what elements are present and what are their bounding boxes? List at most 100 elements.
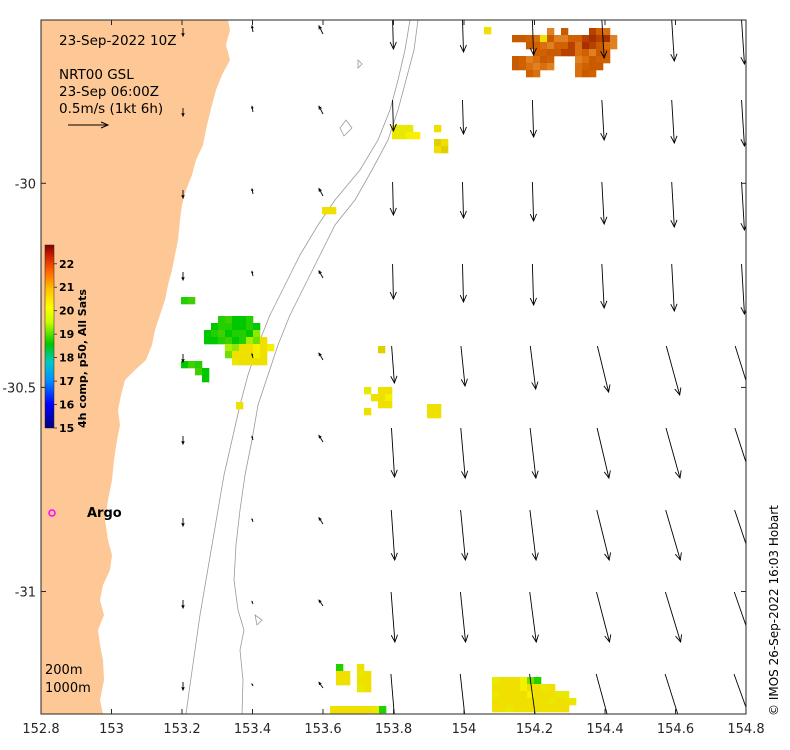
- sst-pixel: [513, 684, 521, 692]
- sst-pixel: [506, 698, 514, 706]
- x-axis: 152.8 153 153.2 153.4 153.6 153.8 154 154.2 154.…: [22, 20, 765, 737]
- sst-pixel: [204, 337, 212, 345]
- sst-pixel: [589, 49, 597, 57]
- current-vector: [595, 673, 608, 714]
- current-vector: [181, 108, 185, 118]
- y-tick-label: -30.5: [2, 381, 36, 396]
- sst-pixel: [358, 706, 366, 714]
- sst-pixel: [202, 368, 210, 376]
- x-tick-label: 153.6: [304, 722, 341, 737]
- sst-pixel: [441, 139, 449, 147]
- current-vector: [459, 591, 469, 644]
- sst-pixel: [232, 344, 240, 352]
- sst-pixel: [568, 49, 576, 57]
- sst-pixel: [533, 70, 541, 78]
- current-vector: [390, 509, 398, 562]
- sst-pixel: [499, 705, 507, 713]
- current-vector: [600, 181, 608, 226]
- sst-pixel: [260, 344, 268, 352]
- sst-pixel: [364, 671, 372, 679]
- colorbar-tick-label: 19: [59, 328, 74, 341]
- current-vector: [181, 682, 185, 692]
- current-vector: [596, 509, 612, 562]
- current-vector: [318, 105, 324, 115]
- current-vector: [459, 20, 467, 54]
- sst-pixel: [492, 698, 500, 706]
- current-vector: [665, 427, 682, 480]
- sst-pixel: [596, 56, 604, 64]
- sst-pixel: [253, 344, 261, 352]
- sst-pixel: [260, 337, 268, 345]
- sst-pixel: [569, 698, 577, 706]
- y-tick-label: -31: [15, 586, 36, 601]
- current-vectors: [181, 20, 746, 714]
- sst-pixel: [225, 337, 233, 345]
- sst-pixel: [246, 330, 254, 338]
- current-vector: [318, 516, 324, 525]
- sst-pixel: [492, 677, 500, 685]
- sst-pixel: [596, 42, 604, 50]
- credit-text: © IMOS 26-Sep-2022 16:03 Hobart: [767, 505, 781, 716]
- sst-pixel: [239, 323, 247, 331]
- current-vector: [181, 518, 185, 528]
- sst-pixel: [540, 42, 548, 50]
- sst-pixel: [427, 404, 435, 412]
- sst-pixel: [540, 35, 548, 43]
- sst-pixel: [399, 125, 407, 133]
- sst-pixel: [540, 49, 548, 57]
- sst-pixel: [527, 684, 535, 692]
- sst-pixel: [561, 28, 569, 36]
- sst-pixel: [547, 56, 555, 64]
- current-vector: [389, 263, 397, 301]
- argo-marker[interactable]: [48, 509, 56, 517]
- current-vector: [664, 591, 683, 644]
- sst-pixel: [520, 698, 528, 706]
- sst-pixel: [533, 63, 541, 71]
- sst-pixel: [562, 698, 570, 706]
- sst-pixel: [253, 358, 261, 366]
- sst-pixel: [534, 705, 542, 713]
- sst-pixel: [385, 401, 393, 409]
- sst-pixel: [202, 375, 210, 383]
- current-vector: [459, 263, 467, 304]
- current-vector: [740, 181, 746, 232]
- sst-pixel: [218, 323, 226, 331]
- sst-pixel: [548, 684, 556, 692]
- sst-pixel: [582, 49, 590, 57]
- sst-pixel: [434, 125, 442, 133]
- sst-pixel: [512, 35, 520, 43]
- current-vector: [733, 591, 746, 627]
- current-vector: [389, 99, 397, 133]
- sst-pixel: [344, 706, 352, 714]
- sst-pixel: [575, 35, 583, 43]
- current-vector: [459, 673, 466, 714]
- sst-pixel: [589, 56, 597, 64]
- sst-pixels: [181, 27, 618, 714]
- sst-pixel: [526, 56, 534, 64]
- sst-pixel: [533, 49, 541, 57]
- colorbar-tick-label: 16: [59, 399, 75, 412]
- sst-pixel: [533, 35, 541, 43]
- sst-pixel: [357, 671, 365, 679]
- current-vector: [318, 681, 324, 689]
- sst-pixel: [364, 387, 372, 395]
- sst-pixel: [329, 207, 337, 215]
- sst-pixel: [378, 387, 386, 395]
- sst-pixel: [365, 706, 373, 714]
- current-vector: [600, 20, 608, 60]
- sst-pixel: [562, 705, 570, 713]
- sst-pixel: [336, 678, 344, 686]
- sst-pixel: [519, 63, 527, 71]
- current-vector: [390, 673, 395, 714]
- sst-pixel: [499, 691, 507, 699]
- sst-pixel: [561, 42, 569, 50]
- sst-pixel: [506, 684, 514, 692]
- current-vector: [529, 181, 537, 223]
- sst-pixel: [246, 351, 254, 359]
- sst-pixel: [555, 705, 563, 713]
- sst-pixel: [499, 698, 507, 706]
- current-vector: [251, 517, 254, 523]
- current-vector: [460, 509, 469, 562]
- sst-pixel: [582, 42, 590, 50]
- sst-pixel: [351, 706, 359, 714]
